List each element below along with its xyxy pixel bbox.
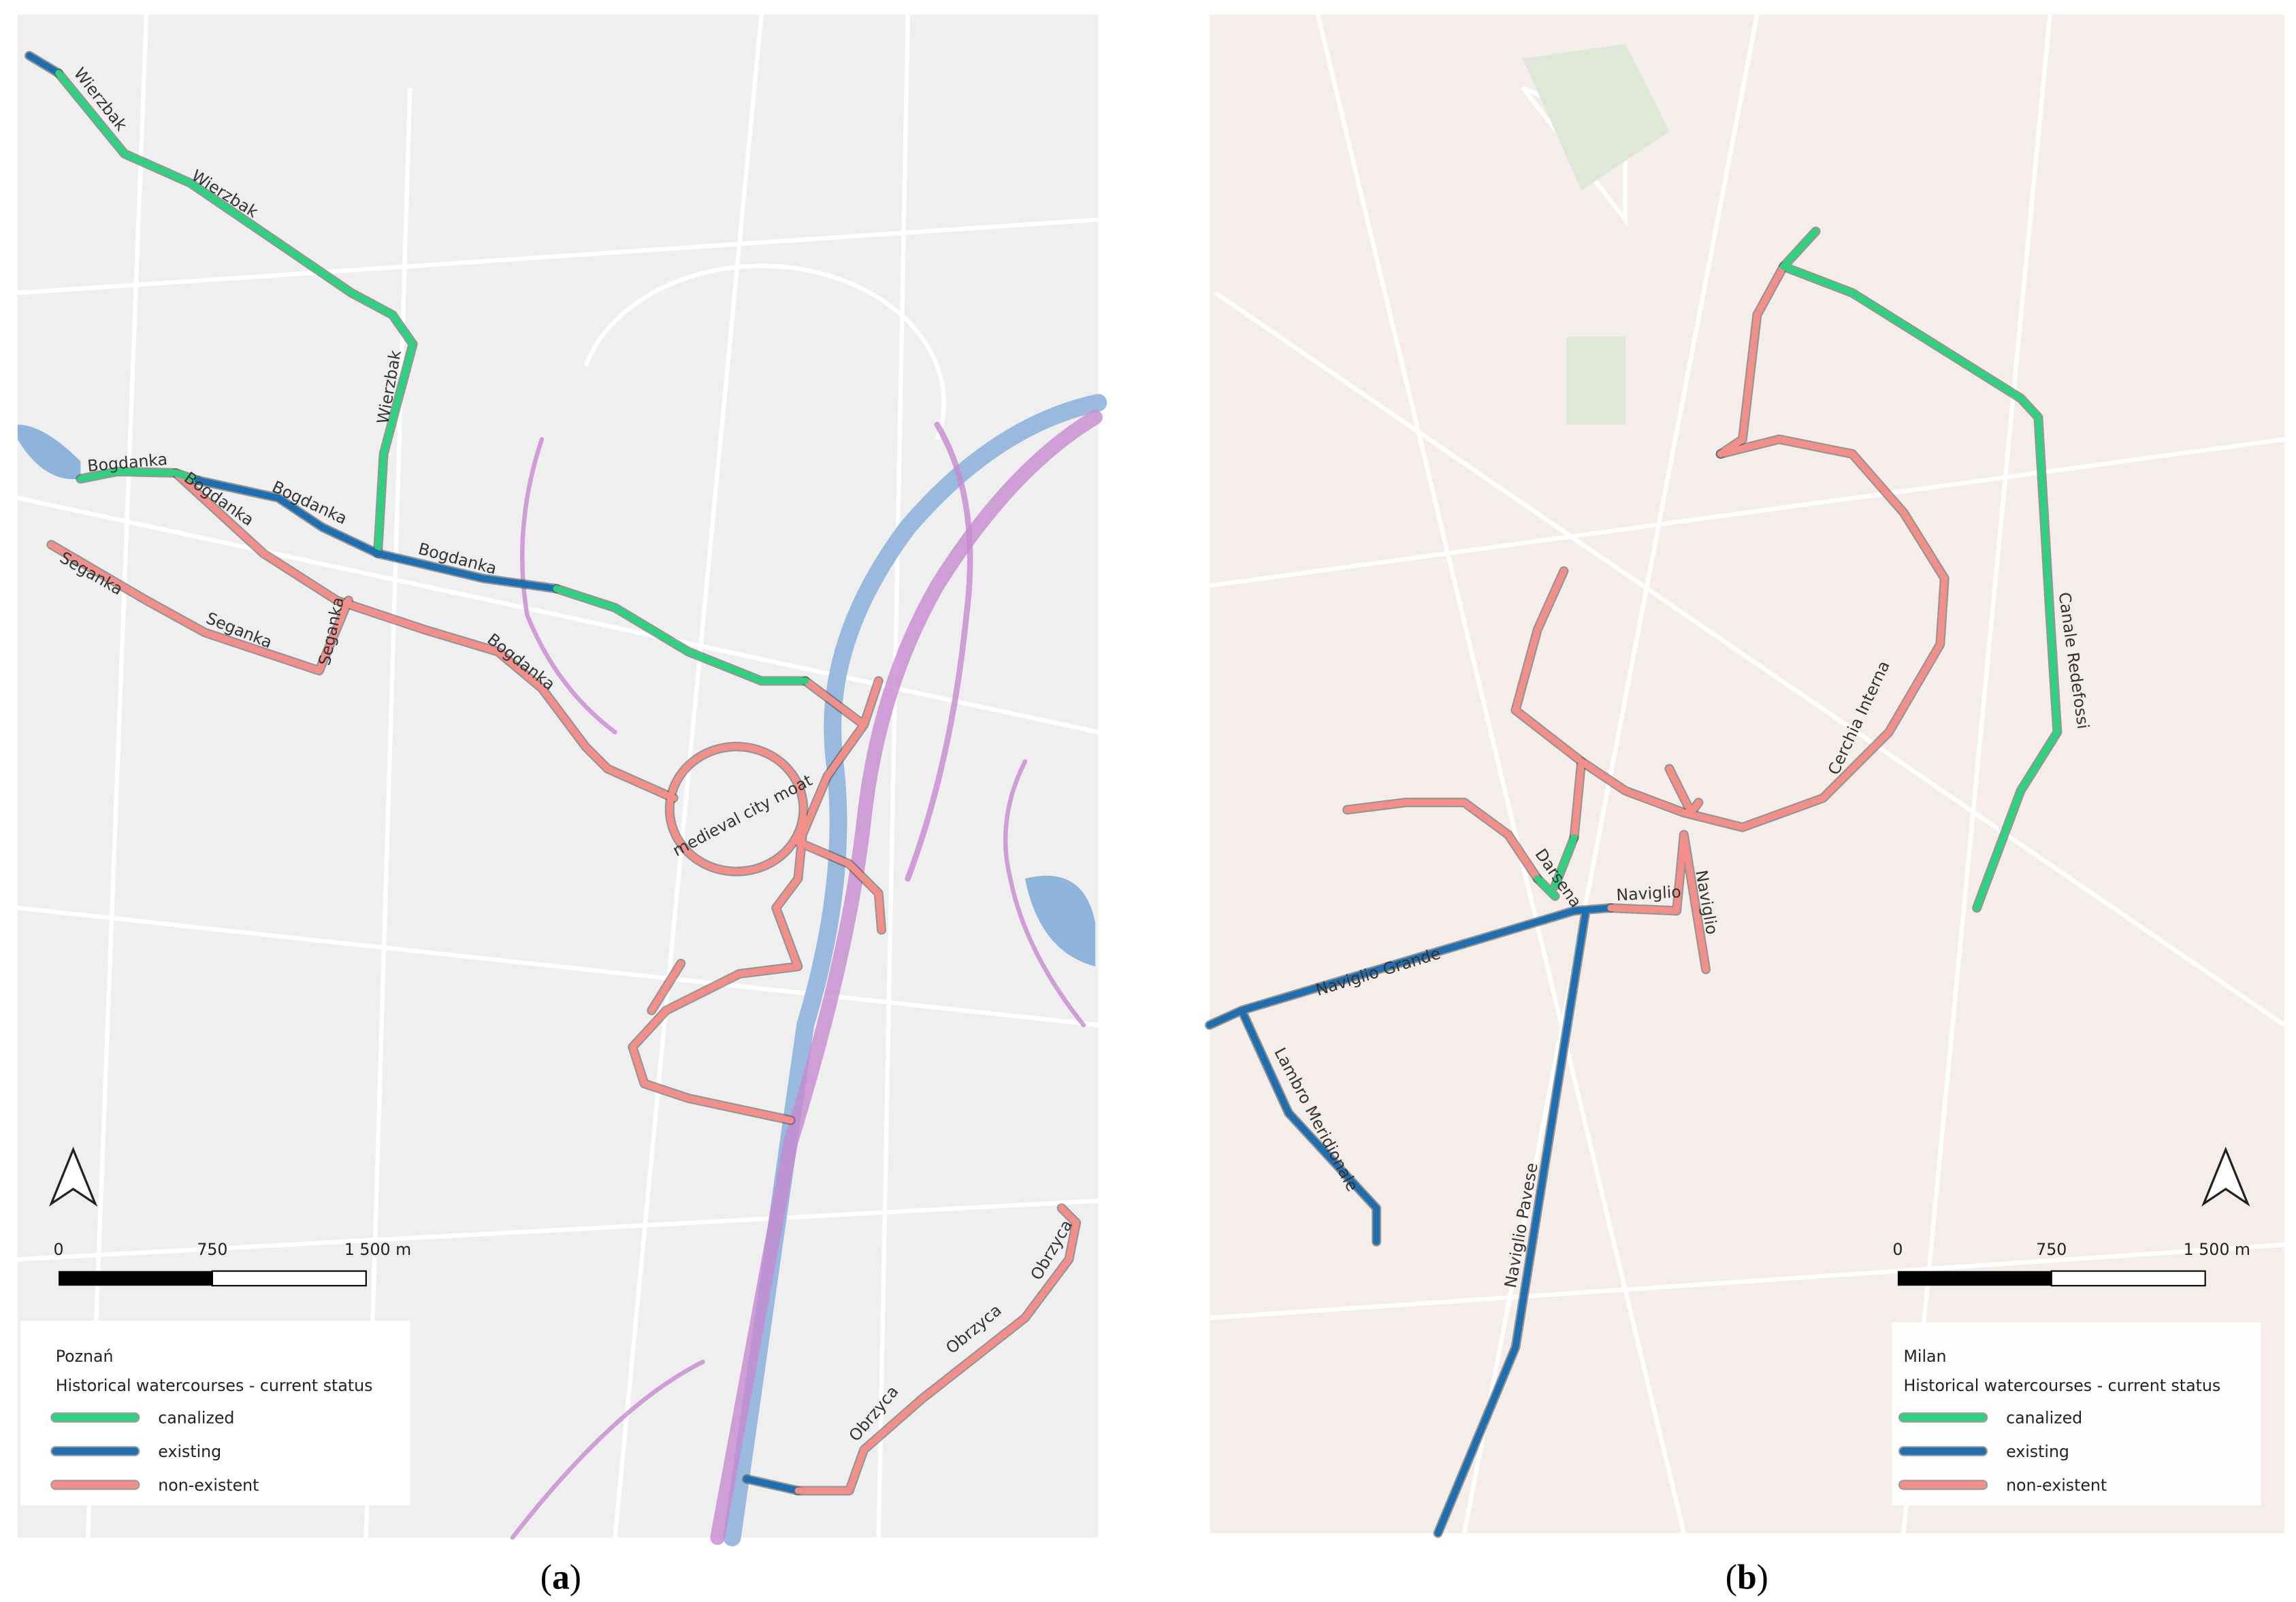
watercourse [26,52,62,77]
watercourse [55,69,417,557]
streets [1209,14,2286,1534]
map-feature [211,1270,367,1287]
map-label: Naviglio [1616,882,1682,904]
watercourses [25,50,1082,1496]
scale-label: 750 [2036,1240,2067,1259]
scale-label: 0 [54,1240,64,1259]
legend-label: non-existent [158,1475,259,1494]
map-feature [1897,1271,2052,1286]
streets [17,14,1099,1538]
legend-label: canalized [158,1408,234,1427]
watercourse [794,1205,1080,1494]
panel-a: Wierzbak Wierzbak Wierzbak Bogdanka Bogd… [17,14,1107,1597]
scale-bar: 0 750 1 500 m [1892,1240,2250,1287]
legend-items: canalized existing non-existent [1898,1408,2107,1494]
map-feature [520,437,617,735]
watercourse [1512,436,1948,831]
legend-subtitle: Historical watercourses - current status [1903,1376,2220,1395]
watercourse [629,677,885,1124]
rivers [510,393,1107,1547]
scale-label: 0 [1892,1240,1903,1259]
scale-label: 1 500 m [2184,1240,2250,1259]
map-feature [17,425,81,480]
legend: Poznań Historical watercourses - current… [20,1320,410,1505]
watercourse [77,468,201,484]
legend-label: existing [158,1442,221,1461]
watercourse [1717,263,1787,457]
panel-b: Naviglio Grande Lambro Meridionale Navig… [1204,14,2286,1597]
legend-label: existing [2006,1442,2069,1461]
watercourse [553,585,809,685]
watercourse [1206,904,1615,1537]
legend-items: canalized existing non-existent [50,1408,259,1494]
legend-label: canalized [2006,1408,2082,1427]
watercourse [194,476,560,592]
map-feature [905,421,973,882]
caption: (b) [1726,1558,1768,1597]
map-feature [723,393,1107,1547]
legend: Milan Historical watercourses - current … [1892,1322,2261,1505]
map-feature [1209,14,2286,1534]
watercourse [666,743,807,875]
map-feature [510,1359,705,1540]
map-feature [710,410,1103,1546]
watercourse [172,470,677,802]
legend-subtitle: Historical watercourses - current status [56,1376,373,1395]
watercourse [743,1475,802,1494]
watercourse [1344,758,1585,882]
scale-bar: 0 750 1 500 m [54,1240,411,1287]
caption-letter: a [552,1558,570,1597]
legend-label: non-existent [2006,1475,2107,1494]
legend-title: Poznań [56,1347,114,1366]
map-feature [59,1271,212,1286]
watercourse [48,541,352,674]
watercourses [1204,226,2063,1538]
map-feature [1024,875,1096,967]
map-feature [17,14,1099,1538]
watercourse [1534,834,1578,900]
watercourse [1607,765,1709,973]
map-background [17,14,1099,1538]
north-arrow [2201,1146,2250,1207]
map-feature [1523,44,1670,191]
scale-label: 1 500 m [344,1240,411,1259]
caption: (a) [540,1558,581,1597]
north-arrow [48,1146,98,1207]
map-feature [2050,1270,2206,1287]
map-feature [1566,336,1626,425]
watercourse [1780,228,2061,911]
scale-label: 750 [197,1240,227,1259]
legend-title: Milan [1903,1347,1946,1366]
map-feature [1003,759,1086,1028]
caption-letter: b [1737,1558,1757,1597]
